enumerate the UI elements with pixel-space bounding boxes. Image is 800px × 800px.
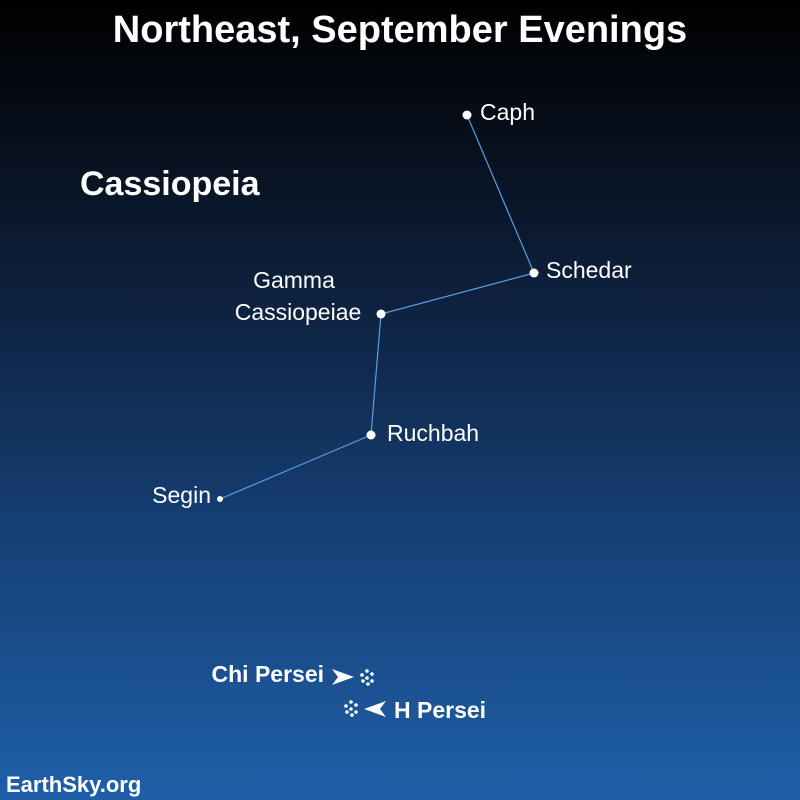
line-gamma-ruchbah <box>370 313 382 436</box>
line-schedar-gamma <box>380 272 535 315</box>
star-segin <box>217 496 223 502</box>
label-schedar: Schedar <box>546 257 632 283</box>
label-gamma-line2: Cassiopeiae <box>235 299 362 325</box>
earthsky-credit: EarthSky.org <box>6 772 141 797</box>
label-segin: Segin <box>152 482 211 508</box>
star-caph <box>462 110 472 120</box>
label-chi-persei: Chi Persei <box>212 661 325 687</box>
h-persei-cluster-icon <box>344 700 358 717</box>
label-ruchbah: Ruchbah <box>387 420 479 446</box>
label-caph: Caph <box>480 99 535 125</box>
line-caph-schedar <box>466 114 535 274</box>
arrow-left-icon <box>364 701 386 717</box>
arrow-right-icon <box>332 669 354 685</box>
constellation-lines <box>219 114 535 500</box>
chart-title: Northeast, September Evenings <box>113 9 687 51</box>
label-gamma-line1: Gamma <box>253 267 335 293</box>
label-h-persei: H Persei <box>394 697 486 723</box>
line-ruchbah-segin <box>219 434 372 500</box>
star-gamma-cassiopeiae <box>376 309 386 319</box>
chi-persei-cluster-icon <box>360 669 374 686</box>
constellation-name: Cassiopeia <box>80 165 261 203</box>
star-ruchbah <box>366 430 376 440</box>
star-schedar <box>529 268 539 278</box>
